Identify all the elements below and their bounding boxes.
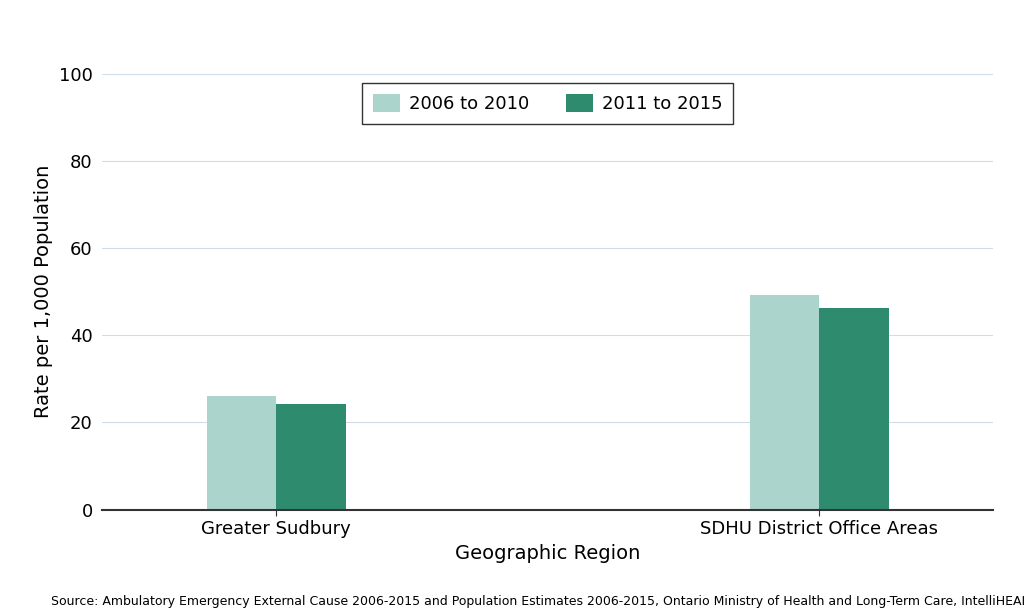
Bar bbox=[750, 295, 819, 510]
Y-axis label: Rate per 1,000 Population: Rate per 1,000 Population bbox=[34, 165, 53, 418]
Bar bbox=[207, 396, 276, 510]
Bar bbox=[276, 403, 346, 510]
Text: Source: Ambulatory Emergency External Cause 2006-2015 and Population Estimates 2: Source: Ambulatory Emergency External Ca… bbox=[51, 595, 1024, 608]
Legend: 2006 to 2010, 2011 to 2015: 2006 to 2010, 2011 to 2015 bbox=[362, 83, 733, 124]
Bar bbox=[819, 308, 889, 510]
X-axis label: Geographic Region: Geographic Region bbox=[455, 543, 641, 562]
